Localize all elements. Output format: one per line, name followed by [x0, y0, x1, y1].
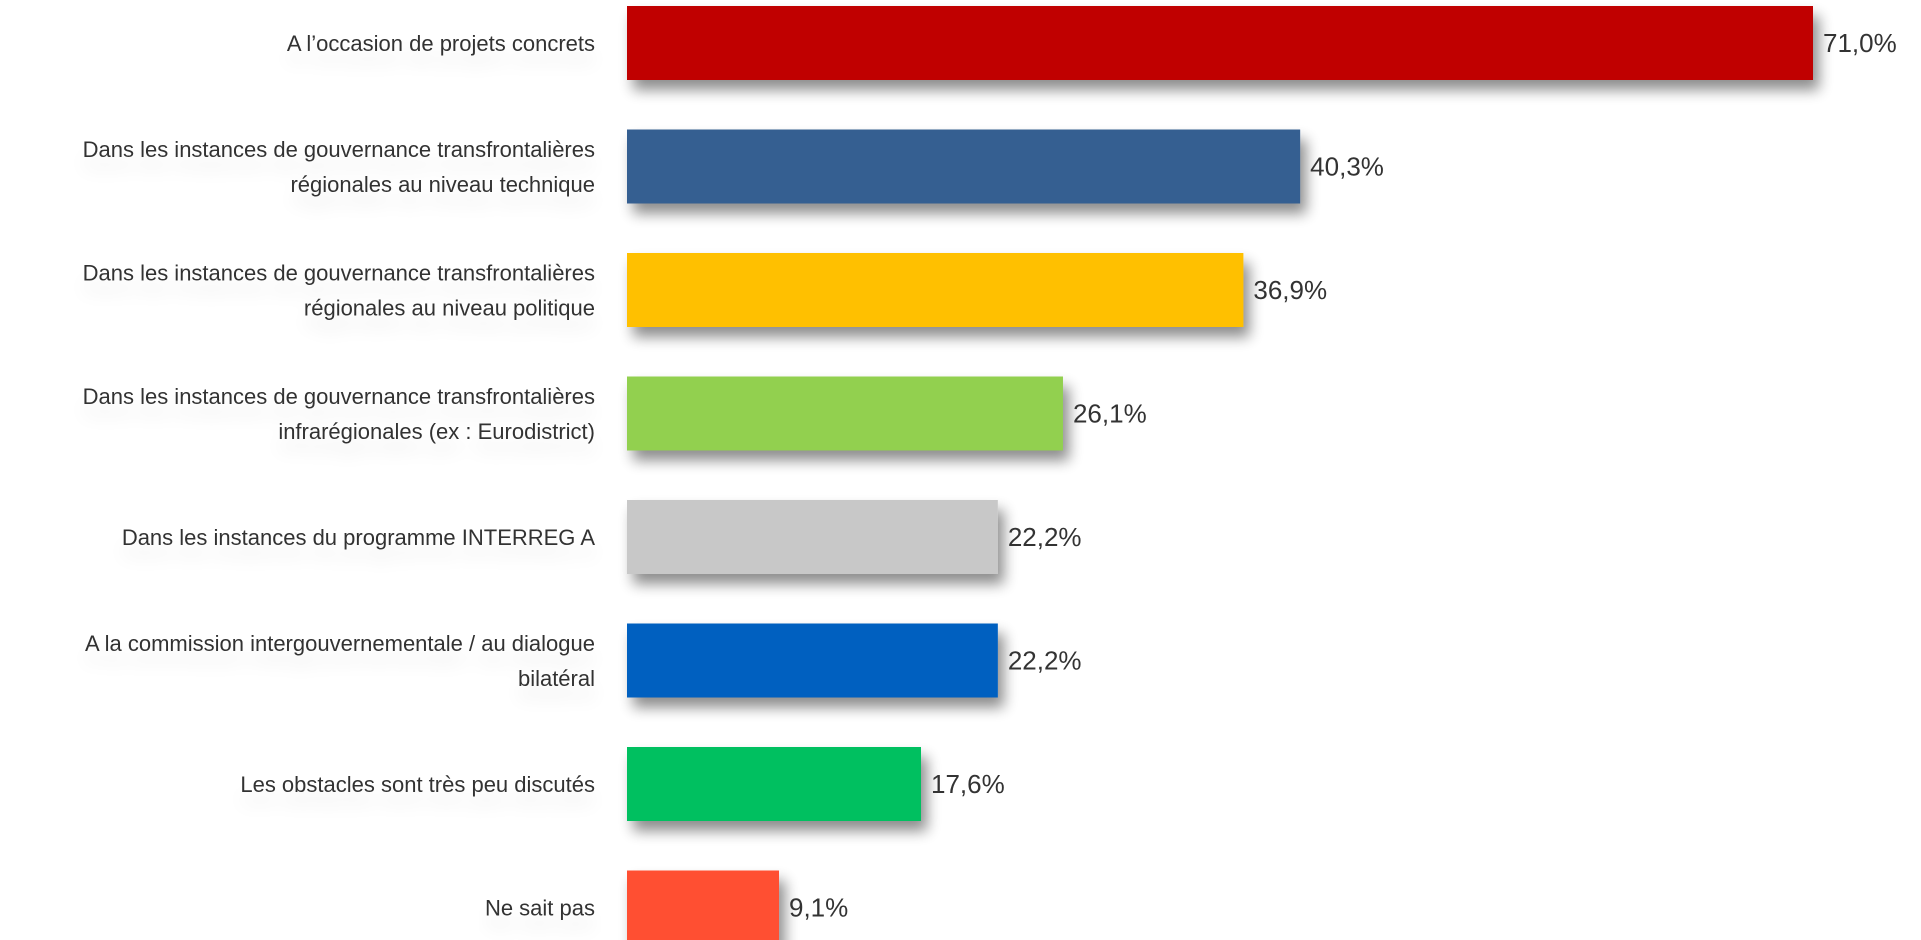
value-label-8: 9,1%	[789, 893, 848, 923]
category-label-8: Ne sait pas	[485, 896, 595, 921]
category-label-line: Dans les instances de gouvernance transf…	[83, 137, 595, 162]
category-label-line: régionales au niveau politique	[304, 296, 595, 321]
value-label-7: 17,6%	[931, 769, 1005, 799]
value-label-5: 22,2%	[1008, 522, 1082, 552]
category-label-line: Dans les instances de gouvernance transf…	[83, 261, 595, 286]
value-label-6: 22,2%	[1008, 646, 1082, 676]
value-label-4: 26,1%	[1073, 399, 1147, 429]
category-label-6: A la commission intergouvernementale / a…	[85, 631, 595, 691]
category-label-5: Dans les instances du programme INTERREG…	[122, 525, 596, 550]
category-label-4: Dans les instances de gouvernance transf…	[83, 384, 595, 444]
category-label-2: Dans les instances de gouvernance transf…	[83, 137, 595, 197]
bar-5	[627, 500, 998, 574]
category-label-line: Dans les instances du programme INTERREG…	[122, 525, 596, 550]
bar-8	[627, 870, 780, 940]
bar-4	[627, 376, 1063, 451]
category-label-7: Les obstacles sont très peu discutés	[240, 772, 595, 797]
category-label-line: A l’occasion de projets concrets	[287, 31, 595, 56]
bar-1	[627, 6, 1813, 80]
value-label-2: 40,3%	[1310, 152, 1384, 182]
category-label-line: Dans les instances de gouvernance transf…	[83, 384, 595, 409]
category-label-line: régionales au niveau technique	[290, 172, 595, 197]
value-labels: 71,0% 40,3% 36,9% 26,1% 22,2% 22,2% 17,6% 9,1%	[789, 28, 1897, 923]
bar-6	[627, 623, 998, 698]
category-labels: A l’occasion de projets concrets Dans les…	[83, 31, 596, 921]
bar-2	[627, 129, 1301, 204]
category-label-3: Dans les instances de gouvernance transf…	[83, 261, 595, 321]
category-label-line: A la commission intergouvernementale / a…	[85, 631, 595, 656]
value-label-1: 71,0%	[1823, 28, 1897, 58]
category-label-1: A l’occasion de projets concrets	[287, 31, 595, 56]
category-label-line: bilatéral	[518, 666, 595, 691]
category-label-line: Ne sait pas	[485, 896, 595, 921]
bars	[627, 6, 1813, 940]
category-label-line: Les obstacles sont très peu discutés	[240, 772, 595, 797]
bar-7	[627, 747, 921, 821]
value-label-3: 36,9%	[1253, 275, 1327, 305]
bar-3	[627, 253, 1244, 327]
category-label-line: infrarégionales (ex : Eurodistrict)	[278, 419, 595, 444]
